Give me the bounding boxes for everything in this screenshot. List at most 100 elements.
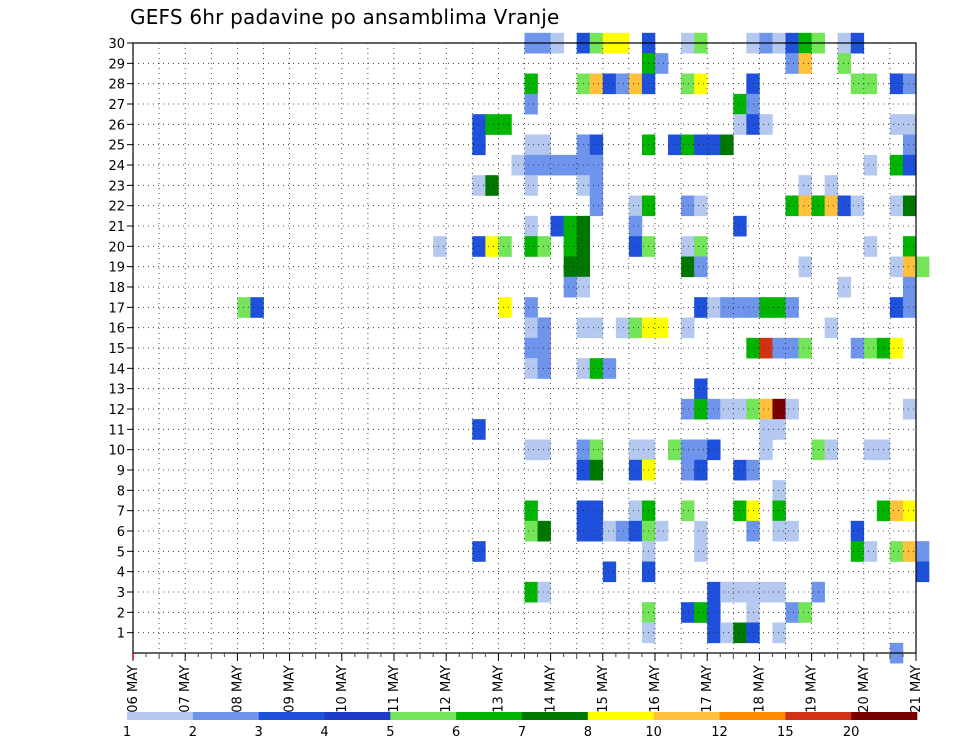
heatmap-cell (681, 398, 695, 420)
heatmap-cell (785, 337, 799, 359)
heatmap-cell (524, 439, 538, 461)
x-tick-label: 13 MAY (491, 665, 506, 713)
legend-swatch (522, 712, 589, 720)
y-tick-label: 13 (108, 383, 125, 398)
heatmap-cell (589, 154, 604, 176)
legend-label: 6 (452, 725, 460, 740)
heatmap-cell (733, 398, 747, 420)
heatmap-cell (902, 195, 917, 217)
legend-label: 8 (584, 725, 592, 740)
x-tick-label: 14 MAY (544, 665, 559, 713)
y-tick-label: 29 (108, 57, 125, 72)
heatmap-cell (537, 134, 551, 156)
heatmap-cell (889, 541, 904, 562)
heatmap-cell (733, 500, 747, 522)
heatmap-cell (589, 500, 604, 522)
heatmap-cell (537, 358, 551, 379)
x-tick-label: 19 MAY (805, 665, 820, 713)
legend-swatch (785, 712, 852, 720)
y-tick-label: 14 (108, 362, 125, 377)
y-tick-label: 26 (108, 118, 125, 133)
heatmap-cell (250, 297, 264, 318)
heatmap-cell (824, 195, 838, 217)
x-tick-label: 06 MAY (126, 665, 141, 713)
legend-swatch (719, 712, 786, 720)
heatmap-cell (524, 297, 538, 318)
heatmap-cell (798, 195, 812, 217)
heatmap-cell (524, 236, 538, 257)
heatmap-cell (733, 459, 747, 481)
legend-label: 10 (645, 725, 662, 740)
y-tick-label: 3 (117, 586, 125, 601)
heatmap-cell (720, 134, 734, 156)
heatmap-cell (759, 114, 773, 135)
heatmap-cell (524, 317, 538, 339)
heatmap-cell (655, 53, 669, 74)
y-tick-label: 18 (108, 281, 125, 296)
heatmap-cell (655, 520, 669, 542)
heatmap-cell (889, 154, 904, 176)
heatmap-cell (902, 541, 917, 562)
heatmap-cell (889, 256, 904, 278)
heatmap-cell (720, 398, 734, 420)
legend-swatch (390, 712, 457, 720)
heatmap-cell (902, 276, 917, 298)
heatmap-cell (602, 520, 617, 542)
y-tick-label: 11 (108, 423, 125, 438)
x-tick-label: 15 MAY (596, 665, 611, 713)
x-tick-label: 10 MAY (335, 665, 350, 713)
heatmap-cell (524, 175, 538, 196)
x-tick-label: 18 MAY (752, 665, 767, 713)
heatmap-cell (720, 581, 734, 603)
heatmap-cell (889, 500, 904, 522)
heatmap-cell (537, 581, 551, 603)
heatmap-cell (498, 236, 512, 257)
heatmap-cell (902, 297, 917, 318)
y-tick-label: 28 (108, 78, 125, 93)
heatmap-cell (902, 134, 917, 156)
heatmap-cell (589, 175, 604, 196)
y-tick-label: 8 (117, 484, 125, 499)
heatmap-cell (759, 439, 773, 461)
y-tick-label: 2 (117, 606, 125, 621)
heatmap-cell (694, 236, 708, 257)
heatmap-cell (863, 73, 878, 95)
heatmap-cell (902, 154, 917, 176)
heatmap-cell (485, 114, 499, 135)
heatmap-cell (628, 73, 643, 95)
heatmap-cell (772, 500, 786, 522)
legend-swatch (258, 712, 325, 720)
heatmap-cell (772, 337, 786, 359)
heatmap-cell (694, 520, 708, 542)
chart-title: GEFS 6hr padavine po ansamblima Vranje (130, 5, 560, 29)
heatmap-cell (837, 53, 852, 74)
heatmap-cell (237, 297, 251, 318)
y-tick-label: 19 (108, 261, 125, 276)
heatmap-cell (733, 581, 747, 603)
legend-label: 1 (123, 725, 131, 740)
heatmap-cell (628, 215, 643, 237)
heatmap-cell (902, 236, 917, 257)
heatmap-cell (537, 154, 551, 176)
heatmap-cell (433, 236, 447, 257)
heatmap-cell (863, 337, 878, 359)
heatmap-cell (498, 297, 512, 318)
heatmap-cell (759, 337, 773, 359)
heatmap-cell (694, 73, 708, 95)
heatmap-cell (902, 256, 917, 278)
heatmap-cell (850, 73, 865, 95)
y-tick-label: 7 (117, 505, 125, 520)
heatmap-cell (628, 520, 643, 542)
heatmap-cell (694, 602, 708, 623)
heatmap-cell (902, 114, 917, 135)
heatmap-cell (628, 459, 643, 481)
x-tick-label: 11 MAY (387, 665, 402, 713)
heatmap-cell (681, 134, 695, 156)
heatmap-cell (589, 134, 604, 156)
x-tick-label: 16 MAY (648, 665, 663, 713)
heatmap-cell (863, 236, 878, 257)
heatmap-cell (485, 236, 499, 257)
heatmap-cell (889, 114, 904, 135)
heatmap-cell (589, 195, 604, 217)
